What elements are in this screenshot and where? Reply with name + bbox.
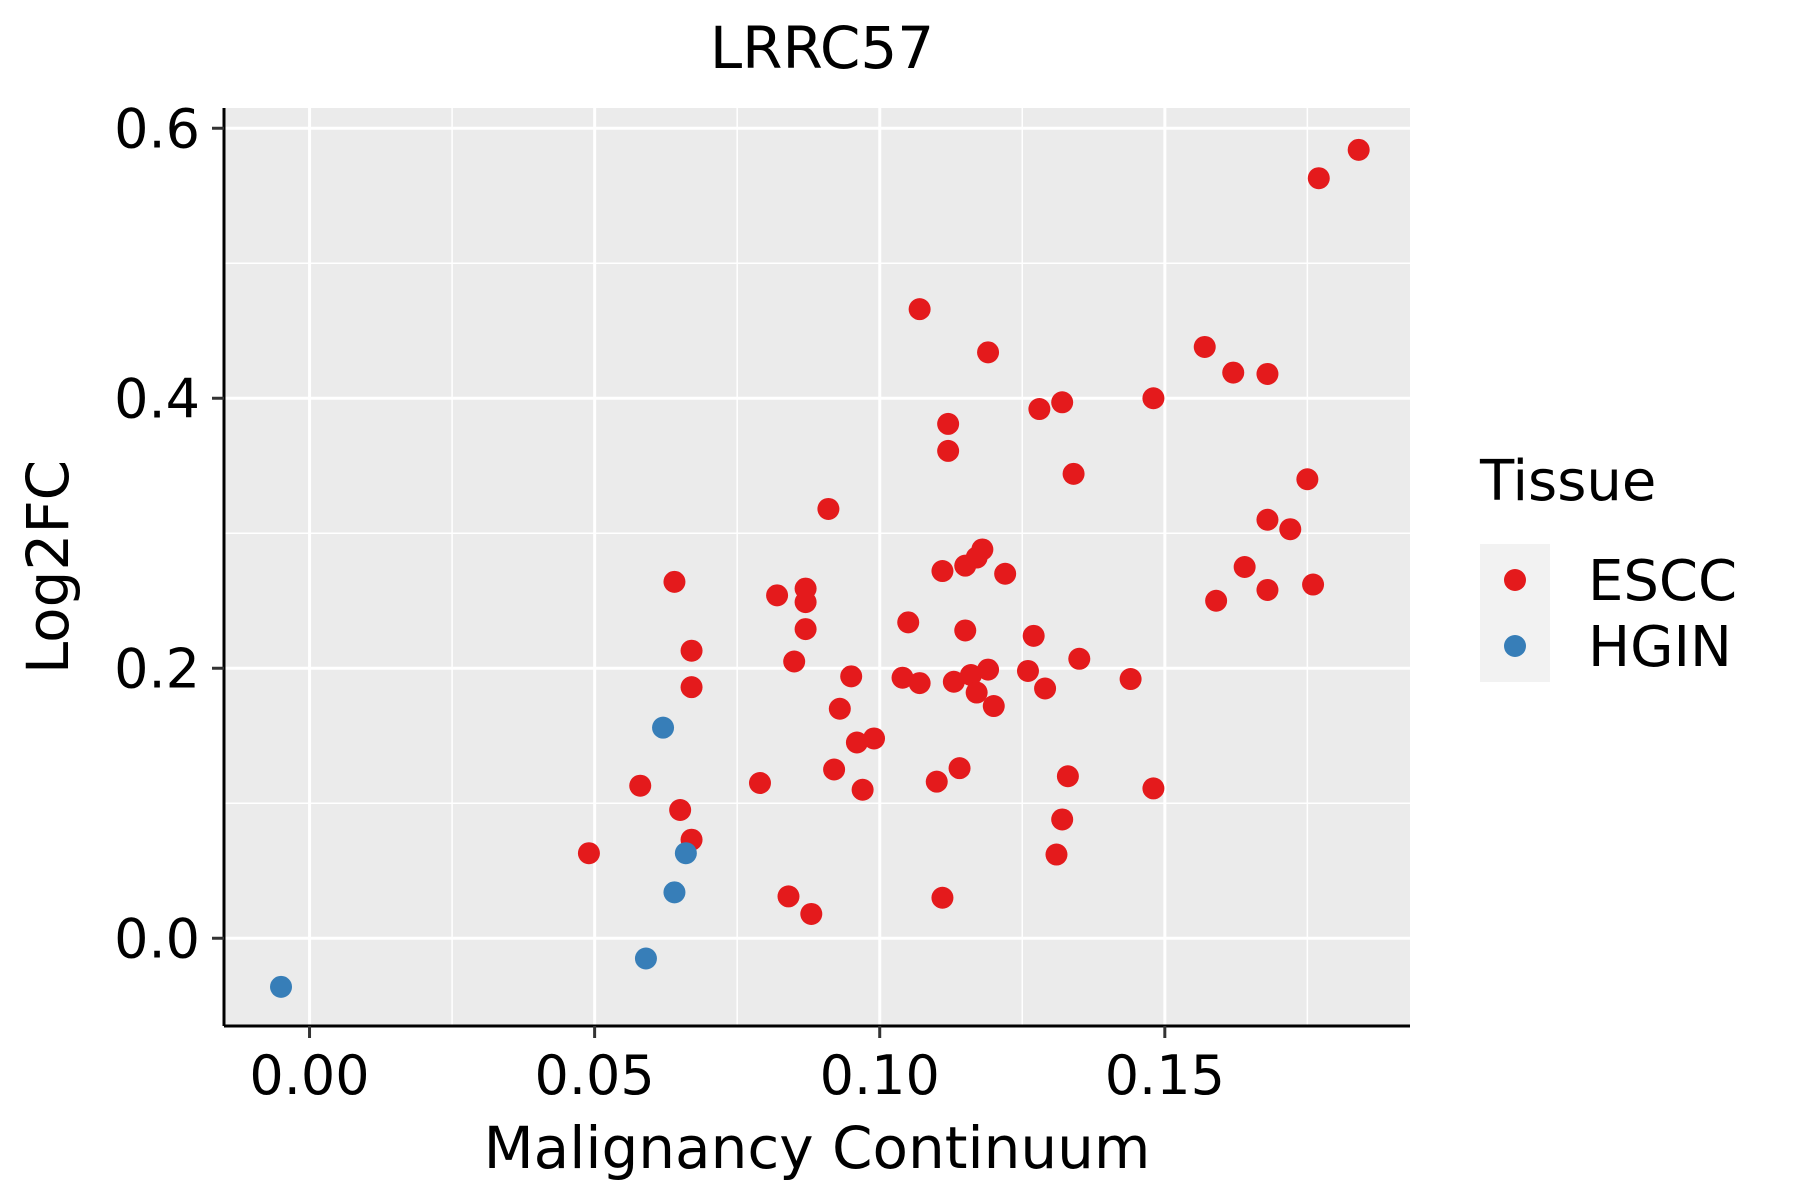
point-escc [1296, 468, 1319, 491]
point-escc [1056, 765, 1079, 788]
point-escc [828, 697, 851, 720]
x-tick-label: 0.15 [1105, 1044, 1225, 1107]
point-escc [1045, 843, 1068, 866]
point-escc [766, 584, 789, 607]
point-escc [954, 619, 977, 642]
point-hgin [270, 975, 293, 998]
point-escc [851, 778, 874, 801]
point-escc [823, 758, 846, 781]
point-escc [1256, 362, 1279, 385]
y-tick-label: 0.6 [114, 97, 200, 160]
point-escc [1062, 462, 1085, 485]
point-hgin [663, 881, 686, 904]
data-points [270, 138, 1370, 998]
point-escc [925, 770, 948, 793]
point-escc [965, 681, 988, 704]
point-escc [931, 886, 954, 909]
point-escc [942, 670, 965, 693]
point-escc [1016, 659, 1039, 682]
x-tick-label: 0.05 [535, 1044, 655, 1107]
point-escc [1307, 167, 1330, 190]
point-escc [977, 658, 1000, 681]
point-escc [982, 695, 1005, 718]
point-escc [669, 799, 692, 821]
point-escc [1222, 361, 1245, 384]
point-escc [794, 591, 817, 614]
point-escc [994, 562, 1017, 585]
y-tick-label: 0.4 [114, 367, 200, 430]
point-escc [1347, 138, 1370, 161]
y-axis-title: Log2FC [14, 460, 82, 674]
point-escc [1022, 624, 1045, 647]
point-escc [777, 885, 800, 908]
point-hgin [634, 947, 657, 970]
y-tick-label: 0.2 [114, 637, 200, 700]
point-escc [629, 774, 652, 797]
point-escc [663, 570, 686, 593]
y-tick-label: 0.0 [114, 907, 200, 970]
legend-title: Tissue [1479, 449, 1656, 514]
legend-key-escc [1504, 569, 1526, 591]
y-axis-ticks: 0.0 0.2 0.4 0.6 [114, 97, 224, 970]
point-escc [1233, 556, 1256, 578]
grid-minor [224, 108, 1410, 1026]
point-escc [1068, 647, 1091, 670]
chart-title: LRRC57 [710, 14, 934, 82]
point-escc [959, 664, 982, 686]
legend-label-hgin: HGIN [1588, 615, 1732, 680]
point-escc [1279, 518, 1302, 541]
x-axis-ticks: 0.00 0.05 0.10 0.15 [249, 1026, 1225, 1107]
point-escc [1142, 777, 1165, 800]
point-hgin [652, 716, 675, 739]
legend-key-background [1480, 544, 1550, 682]
point-escc [845, 731, 868, 754]
legend-label-escc: ESCC [1588, 549, 1737, 614]
plot-panel [224, 108, 1410, 1026]
point-escc [937, 439, 960, 462]
point-escc [1051, 808, 1074, 831]
point-escc [1051, 391, 1074, 414]
x-tick-label: 0.10 [820, 1044, 940, 1107]
point-escc [680, 676, 703, 699]
x-axis-title: Malignancy Continuum [484, 1114, 1151, 1182]
point-hgin [674, 842, 697, 865]
point-escc [897, 611, 920, 634]
point-escc [908, 672, 931, 695]
x-tick-label: 0.00 [249, 1044, 369, 1107]
point-escc [1205, 589, 1228, 612]
point-escc [1028, 398, 1051, 421]
point-escc [971, 538, 994, 561]
point-escc [948, 757, 971, 780]
point-escc [863, 727, 886, 750]
point-escc [1256, 578, 1279, 601]
point-escc [817, 497, 840, 520]
point-escc [891, 666, 914, 689]
legend-key-hgin [1504, 635, 1526, 657]
point-escc [1142, 387, 1165, 410]
point-escc [748, 772, 771, 794]
point-escc [783, 650, 806, 673]
point-escc [937, 412, 960, 435]
point-escc [1119, 668, 1142, 691]
point-escc [1256, 508, 1279, 531]
point-escc [931, 560, 954, 583]
point-escc [1302, 573, 1325, 596]
point-escc [794, 618, 817, 641]
point-escc [840, 665, 863, 688]
point-escc [800, 902, 823, 925]
point-escc [1034, 677, 1057, 700]
point-escc [977, 341, 1000, 364]
point-escc [1193, 335, 1216, 358]
grid-major [224, 108, 1410, 1026]
point-escc [680, 639, 703, 662]
point-escc [908, 298, 931, 321]
point-escc [577, 842, 600, 865]
